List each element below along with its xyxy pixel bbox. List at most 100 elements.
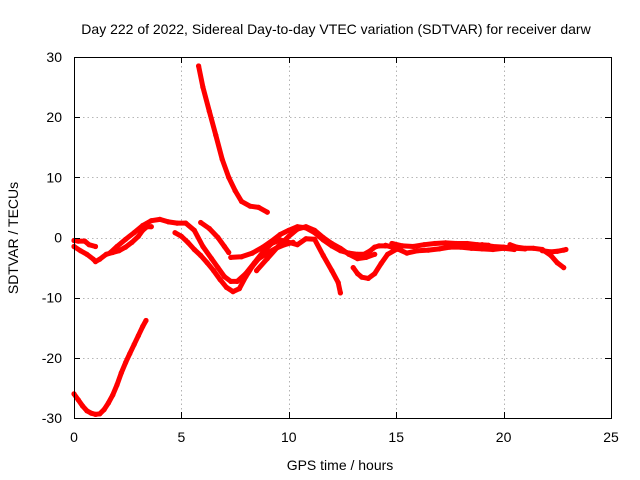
ticks: 0 5 10 15 20 25 -30 -20 -10 0 10 20 30 — [42, 49, 619, 445]
y-tick-label: -10 — [42, 290, 62, 306]
series-line-trace-12 — [389, 240, 492, 249]
data-point — [234, 278, 240, 284]
data-point — [105, 400, 111, 406]
grid — [74, 57, 611, 418]
data-point — [228, 278, 234, 284]
data-point — [236, 286, 242, 292]
data-point — [92, 411, 99, 417]
data-point — [131, 342, 137, 348]
data-point — [531, 245, 537, 251]
data-point — [389, 240, 395, 247]
data-point — [286, 233, 292, 239]
data-point — [140, 222, 146, 229]
data-point — [82, 238, 88, 244]
data-point — [114, 382, 120, 388]
data-point — [101, 407, 107, 413]
y-tick-label: 0 — [54, 230, 62, 246]
data-point — [75, 238, 81, 244]
data-point — [200, 243, 206, 250]
data-point — [475, 242, 481, 248]
data-point — [191, 246, 197, 253]
data-point — [238, 254, 245, 260]
series-line-trace-9 — [254, 224, 378, 274]
data-point — [312, 236, 318, 242]
data-point — [335, 280, 341, 286]
data-point — [367, 248, 373, 254]
data-point — [206, 108, 212, 114]
data-point — [92, 243, 99, 250]
y-tick-label: 20 — [46, 109, 62, 125]
data-point — [320, 234, 326, 241]
data-point — [165, 219, 172, 225]
data-point — [303, 236, 309, 242]
data-point — [421, 242, 427, 248]
y-tick-label: -30 — [42, 410, 62, 426]
data-point — [77, 248, 83, 254]
data-point — [382, 242, 389, 248]
data-point — [415, 248, 421, 254]
data-point — [277, 231, 283, 238]
x-tick-label: 15 — [388, 429, 404, 445]
data-point — [264, 256, 270, 262]
data-point — [131, 230, 137, 236]
data-point — [196, 63, 202, 69]
data-point — [135, 233, 141, 239]
data-point — [206, 225, 212, 232]
data-point — [264, 209, 270, 215]
data-point — [350, 265, 356, 271]
x-tick-label: 10 — [281, 429, 297, 445]
data-point — [303, 224, 309, 230]
data-point — [228, 254, 234, 260]
data-point — [513, 244, 520, 250]
data-point — [425, 247, 431, 253]
data-point — [312, 227, 318, 233]
data-point — [80, 403, 86, 409]
data-point — [539, 248, 545, 254]
y-axis-label: SDTVAR / TECUs — [5, 182, 21, 294]
data-point — [329, 268, 335, 274]
data-point — [290, 239, 296, 245]
data-point — [563, 246, 569, 253]
data-point — [84, 408, 90, 414]
data-point — [148, 218, 154, 224]
data-point — [148, 224, 154, 230]
data-point — [275, 243, 281, 250]
data-point — [507, 242, 513, 248]
data-point — [464, 240, 470, 247]
data-point — [75, 397, 81, 403]
data-point — [198, 252, 204, 259]
series-line-trace-1 — [71, 318, 149, 417]
data-point — [359, 274, 365, 280]
data-point — [354, 256, 361, 262]
data-point — [123, 360, 129, 366]
data-point — [372, 271, 378, 277]
data-point — [183, 220, 189, 226]
data-point — [118, 370, 124, 376]
x-tick-label: 5 — [178, 429, 186, 445]
data-point — [400, 243, 406, 249]
data-point — [123, 236, 129, 242]
data-point — [103, 251, 109, 257]
data-point — [88, 410, 94, 416]
data-point — [561, 265, 567, 271]
data-point — [378, 260, 384, 266]
data-point — [436, 246, 442, 252]
data-point — [254, 268, 260, 274]
data-point — [200, 84, 206, 90]
data-point — [294, 242, 300, 248]
data-point — [157, 216, 163, 222]
y-tick-label: -20 — [42, 350, 62, 366]
data-point — [372, 244, 378, 250]
y-tick-label: 10 — [46, 169, 62, 185]
data-point — [294, 226, 300, 232]
data-point — [354, 271, 361, 277]
x-tick-label: 25 — [603, 429, 619, 445]
data-point — [230, 289, 236, 295]
data-point — [217, 277, 223, 283]
data-point — [260, 244, 266, 250]
data-point — [256, 204, 262, 210]
data-point — [114, 243, 120, 250]
data-point — [221, 274, 227, 280]
data-point — [143, 317, 149, 324]
data-point — [107, 249, 114, 256]
